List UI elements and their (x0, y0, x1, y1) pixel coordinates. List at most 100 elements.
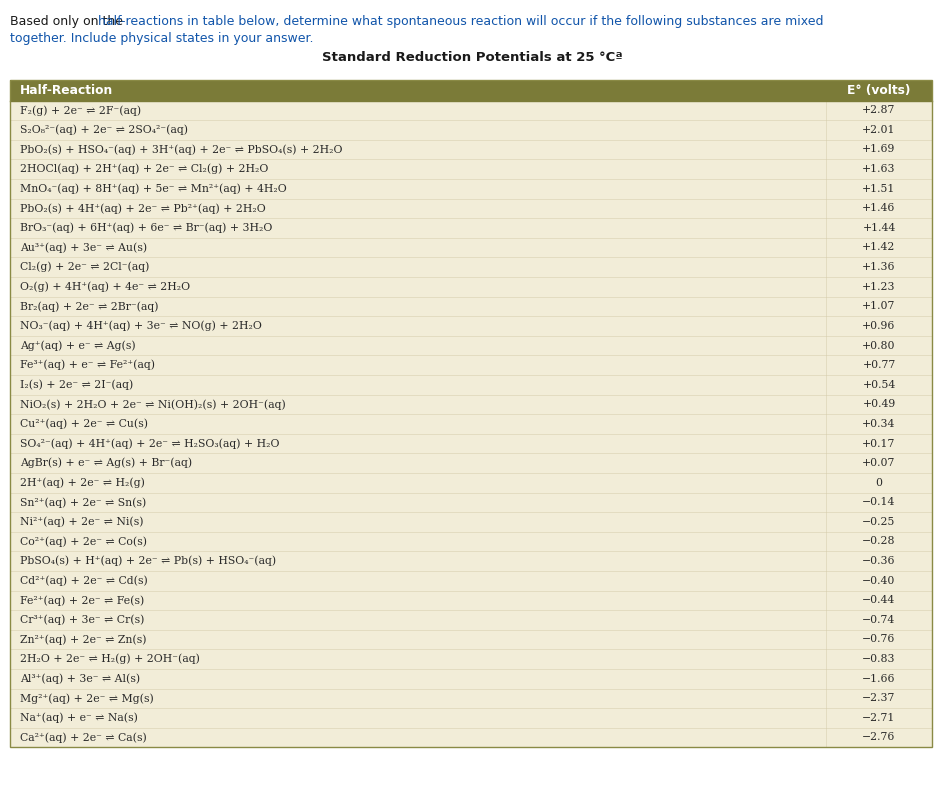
Bar (10, 179, 931, 199)
Bar (10, 590, 931, 610)
Bar (10, 727, 931, 747)
Text: +1.51: +1.51 (861, 184, 895, 194)
Text: +1.42: +1.42 (861, 242, 895, 253)
Text: +0.54: +0.54 (862, 379, 895, 390)
Text: +2.01: +2.01 (861, 125, 895, 135)
Bar (10, 434, 931, 453)
Text: +1.23: +1.23 (861, 282, 895, 292)
Bar (10, 688, 931, 708)
Text: Mg²⁺(aq) + 2e⁻ ⇌ Mg(s): Mg²⁺(aq) + 2e⁻ ⇌ Mg(s) (20, 693, 154, 703)
Text: +0.07: +0.07 (861, 458, 895, 468)
Text: +1.63: +1.63 (861, 164, 895, 174)
Text: −0.36: −0.36 (861, 556, 895, 566)
Bar (10, 610, 931, 630)
Text: −0.28: −0.28 (861, 537, 895, 546)
Text: Fe³⁺(aq) + e⁻ ⇌ Fe²⁺(aq): Fe³⁺(aq) + e⁻ ⇌ Fe²⁺(aq) (20, 360, 155, 371)
Text: AgBr(s) + e⁻ ⇌ Ag(s) + Br⁻(aq): AgBr(s) + e⁻ ⇌ Ag(s) + Br⁻(aq) (20, 458, 192, 468)
Text: Cd²⁺(aq) + 2e⁻ ⇌ Cd(s): Cd²⁺(aq) + 2e⁻ ⇌ Cd(s) (20, 575, 147, 586)
Bar (10, 532, 931, 551)
Text: −0.25: −0.25 (861, 517, 895, 527)
Bar (10, 199, 931, 218)
Bar (10, 297, 931, 316)
Text: −0.74: −0.74 (862, 615, 895, 625)
Text: +0.34: +0.34 (861, 419, 895, 429)
Text: O₂(g) + 4H⁺(aq) + 4e⁻ ⇌ 2H₂O: O₂(g) + 4H⁺(aq) + 4e⁻ ⇌ 2H₂O (20, 282, 190, 292)
Text: Au³⁺(aq) + 3e⁻ ⇌ Au(s): Au³⁺(aq) + 3e⁻ ⇌ Au(s) (20, 242, 147, 253)
Bar (10, 257, 931, 277)
Text: Half-Reaction: Half-Reaction (20, 83, 113, 97)
Bar (10, 140, 931, 160)
Text: MnO₄⁻(aq) + 8H⁺(aq) + 5e⁻ ⇌ Mn²⁺(aq) + 4H₂O: MnO₄⁻(aq) + 8H⁺(aq) + 5e⁻ ⇌ Mn²⁺(aq) + 4… (20, 184, 286, 194)
Bar (10, 708, 931, 727)
Text: 2HOCl(aq) + 2H⁺(aq) + 2e⁻ ⇌ Cl₂(g) + 2H₂O: 2HOCl(aq) + 2H⁺(aq) + 2e⁻ ⇌ Cl₂(g) + 2H₂… (20, 164, 268, 174)
Text: −0.40: −0.40 (861, 576, 895, 585)
Bar (10, 355, 931, 375)
Text: −1.66: −1.66 (861, 674, 895, 683)
Text: Al³⁺(aq) + 3e⁻ ⇌ Al(s): Al³⁺(aq) + 3e⁻ ⇌ Al(s) (20, 674, 140, 684)
Text: +1.46: +1.46 (861, 203, 895, 213)
Text: Sn²⁺(aq) + 2e⁻ ⇌ Sn(s): Sn²⁺(aq) + 2e⁻ ⇌ Sn(s) (20, 497, 146, 508)
Text: together. Include physical states in your answer.: together. Include physical states in you… (10, 32, 313, 45)
Text: +1.07: +1.07 (861, 302, 895, 311)
Text: +2.87: +2.87 (861, 105, 895, 115)
Bar (10, 669, 931, 688)
Text: 2H₂O + 2e⁻ ⇌ H₂(g) + 2OH⁻(aq): 2H₂O + 2e⁻ ⇌ H₂(g) + 2OH⁻(aq) (20, 654, 200, 664)
Text: Based only on the: Based only on the (10, 15, 126, 28)
Text: half-reactions in table below, determine what spontaneous reaction will occur if: half-reactions in table below, determine… (98, 15, 823, 28)
Bar (10, 160, 931, 179)
Bar (10, 473, 931, 492)
Bar (10, 120, 931, 140)
Text: BrO₃⁻(aq) + 6H⁺(aq) + 6e⁻ ⇌ Br⁻(aq) + 3H₂O: BrO₃⁻(aq) + 6H⁺(aq) + 6e⁻ ⇌ Br⁻(aq) + 3H… (20, 223, 272, 233)
Text: +0.17: +0.17 (861, 439, 895, 448)
Bar (10, 492, 931, 512)
Bar (10, 395, 931, 414)
Text: 2H⁺(aq) + 2e⁻ ⇌ H₂(g): 2H⁺(aq) + 2e⁻ ⇌ H₂(g) (20, 477, 144, 488)
Bar (10, 571, 931, 590)
Text: Ca²⁺(aq) + 2e⁻ ⇌ Ca(s): Ca²⁺(aq) + 2e⁻ ⇌ Ca(s) (20, 732, 146, 743)
Bar (10, 80, 931, 747)
Bar (10, 512, 931, 532)
Text: Co²⁺(aq) + 2e⁻ ⇌ Co(s): Co²⁺(aq) + 2e⁻ ⇌ Co(s) (20, 537, 147, 547)
Text: PbO₂(s) + 4H⁺(aq) + 2e⁻ ⇌ Pb²⁺(aq) + 2H₂O: PbO₂(s) + 4H⁺(aq) + 2e⁻ ⇌ Pb²⁺(aq) + 2H₂… (20, 203, 265, 213)
Bar (10, 650, 931, 669)
Text: −2.76: −2.76 (861, 732, 895, 743)
Text: Zn²⁺(aq) + 2e⁻ ⇌ Zn(s): Zn²⁺(aq) + 2e⁻ ⇌ Zn(s) (20, 634, 146, 645)
Text: Cu²⁺(aq) + 2e⁻ ⇌ Cu(s): Cu²⁺(aq) + 2e⁻ ⇌ Cu(s) (20, 419, 148, 429)
Text: S₂O₈²⁻(aq) + 2e⁻ ⇌ 2SO₄²⁻(aq): S₂O₈²⁻(aq) + 2e⁻ ⇌ 2SO₄²⁻(aq) (20, 124, 188, 136)
Text: +1.36: +1.36 (861, 262, 895, 272)
Text: +0.49: +0.49 (862, 399, 895, 409)
Text: −0.83: −0.83 (861, 654, 895, 664)
Text: Ni²⁺(aq) + 2e⁻ ⇌ Ni(s): Ni²⁺(aq) + 2e⁻ ⇌ Ni(s) (20, 516, 143, 527)
Bar (10, 336, 931, 355)
Bar (10, 277, 931, 297)
Bar (10, 453, 931, 473)
Text: −0.44: −0.44 (862, 595, 895, 606)
Text: −2.37: −2.37 (861, 693, 895, 703)
Text: PbSO₄(s) + H⁺(aq) + 2e⁻ ⇌ Pb(s) + HSO₄⁻(aq): PbSO₄(s) + H⁺(aq) + 2e⁻ ⇌ Pb(s) + HSO₄⁻(… (20, 556, 276, 566)
Text: Cr³⁺(aq) + 3e⁻ ⇌ Cr(s): Cr³⁺(aq) + 3e⁻ ⇌ Cr(s) (20, 614, 144, 626)
Text: +0.80: +0.80 (861, 341, 895, 350)
Text: Standard Reduction Potentials at 25 °Cª: Standard Reduction Potentials at 25 °Cª (322, 51, 622, 64)
Text: −2.71: −2.71 (861, 713, 895, 723)
Text: Fe²⁺(aq) + 2e⁻ ⇌ Fe(s): Fe²⁺(aq) + 2e⁻ ⇌ Fe(s) (20, 595, 144, 606)
Text: Na⁺(aq) + e⁻ ⇌ Na(s): Na⁺(aq) + e⁻ ⇌ Na(s) (20, 713, 138, 723)
Text: PbO₂(s) + HSO₄⁻(aq) + 3H⁺(aq) + 2e⁻ ⇌ PbSO₄(s) + 2H₂O: PbO₂(s) + HSO₄⁻(aq) + 3H⁺(aq) + 2e⁻ ⇌ Pb… (20, 144, 342, 155)
Text: −0.14: −0.14 (861, 497, 895, 508)
Bar (10, 375, 931, 395)
Text: +0.77: +0.77 (862, 360, 895, 370)
Text: E° (volts): E° (volts) (847, 83, 910, 97)
Text: 0: 0 (874, 478, 882, 488)
Bar (10, 80, 931, 100)
Text: NO₃⁻(aq) + 4H⁺(aq) + 3e⁻ ⇌ NO(g) + 2H₂O: NO₃⁻(aq) + 4H⁺(aq) + 3e⁻ ⇌ NO(g) + 2H₂O (20, 321, 261, 331)
Text: +1.69: +1.69 (861, 144, 895, 155)
Text: +0.96: +0.96 (861, 321, 895, 331)
Bar (10, 551, 931, 571)
Bar (10, 316, 931, 336)
Text: NiO₂(s) + 2H₂O + 2e⁻ ⇌ Ni(OH)₂(s) + 2OH⁻(aq): NiO₂(s) + 2H₂O + 2e⁻ ⇌ Ni(OH)₂(s) + 2OH⁻… (20, 399, 285, 410)
Text: −0.76: −0.76 (861, 634, 895, 645)
Bar (10, 218, 931, 237)
Text: Br₂(aq) + 2e⁻ ⇌ 2Br⁻(aq): Br₂(aq) + 2e⁻ ⇌ 2Br⁻(aq) (20, 301, 159, 312)
Text: +1.44: +1.44 (862, 223, 895, 233)
Text: SO₄²⁻(aq) + 4H⁺(aq) + 2e⁻ ⇌ H₂SO₃(aq) + H₂O: SO₄²⁻(aq) + 4H⁺(aq) + 2e⁻ ⇌ H₂SO₃(aq) + … (20, 438, 279, 449)
Text: Ag⁺(aq) + e⁻ ⇌ Ag(s): Ag⁺(aq) + e⁻ ⇌ Ag(s) (20, 340, 136, 350)
